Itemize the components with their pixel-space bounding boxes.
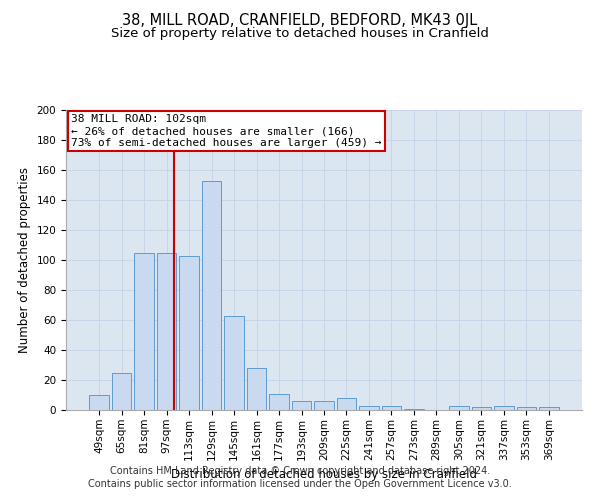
Bar bbox=[337, 398, 356, 410]
Text: 38, MILL ROAD, CRANFIELD, BEDFORD, MK43 0JL: 38, MILL ROAD, CRANFIELD, BEDFORD, MK43 … bbox=[122, 12, 478, 28]
Bar bbox=[539, 407, 559, 410]
Text: Contains public sector information licensed under the Open Government Licence v3: Contains public sector information licen… bbox=[88, 479, 512, 489]
Bar bbox=[224, 316, 244, 410]
Bar bbox=[314, 401, 334, 410]
Bar bbox=[404, 408, 424, 410]
Bar bbox=[134, 252, 154, 410]
Bar bbox=[157, 252, 176, 410]
Bar bbox=[202, 180, 221, 410]
Bar bbox=[269, 394, 289, 410]
Bar bbox=[179, 256, 199, 410]
Bar bbox=[292, 401, 311, 410]
Bar bbox=[382, 406, 401, 410]
Bar bbox=[112, 372, 131, 410]
Bar bbox=[89, 395, 109, 410]
X-axis label: Distribution of detached houses by size in Cranfield: Distribution of detached houses by size … bbox=[171, 468, 477, 481]
Text: 38 MILL ROAD: 102sqm
← 26% of detached houses are smaller (166)
73% of semi-deta: 38 MILL ROAD: 102sqm ← 26% of detached h… bbox=[71, 114, 382, 148]
Bar bbox=[494, 406, 514, 410]
Bar bbox=[247, 368, 266, 410]
Text: Size of property relative to detached houses in Cranfield: Size of property relative to detached ho… bbox=[111, 28, 489, 40]
Bar bbox=[472, 407, 491, 410]
Y-axis label: Number of detached properties: Number of detached properties bbox=[18, 167, 31, 353]
Bar bbox=[517, 407, 536, 410]
Bar bbox=[359, 406, 379, 410]
Bar bbox=[449, 406, 469, 410]
Text: Contains HM Land Registry data © Crown copyright and database right 2024.: Contains HM Land Registry data © Crown c… bbox=[110, 466, 490, 476]
